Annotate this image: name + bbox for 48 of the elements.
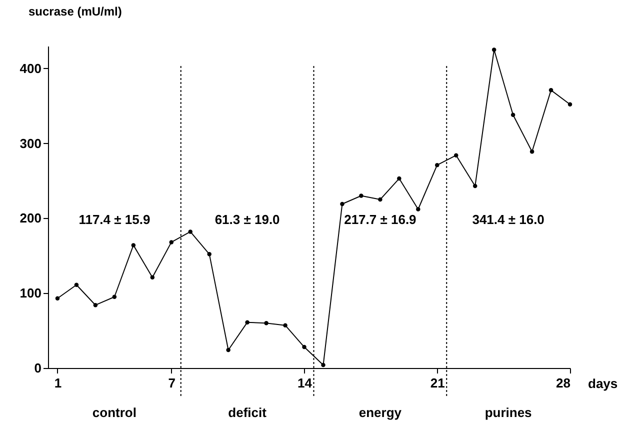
point <box>472 184 478 188</box>
x-tick-label: 7 <box>168 376 176 390</box>
x-tick-label: 21 <box>430 376 445 390</box>
text: control <box>92 405 136 420</box>
point <box>226 348 230 352</box>
x-axis-title: days <box>588 376 618 391</box>
point <box>264 320 268 326</box>
point <box>340 202 344 206</box>
y-tick-label: 300 <box>20 136 42 151</box>
point <box>74 282 79 287</box>
point <box>131 243 136 248</box>
y-tick-label: 100 <box>20 286 42 301</box>
annotation: 117.4 ± 15.9 <box>78 212 150 227</box>
point <box>416 207 420 212</box>
point <box>245 320 250 324</box>
point <box>112 294 117 299</box>
point <box>359 194 364 198</box>
point <box>568 102 572 107</box>
text: deficit <box>228 405 268 420</box>
y-tick-label: 200 <box>20 210 42 226</box>
y-axis-title: sucrase (mU/ml) <box>28 4 122 18</box>
point <box>435 162 440 168</box>
point <box>283 323 288 328</box>
point <box>530 149 534 154</box>
point <box>510 112 516 118</box>
point <box>188 230 192 234</box>
point <box>302 344 306 350</box>
text: energy <box>358 405 402 420</box>
x-tick-label: 1 <box>54 376 62 390</box>
point <box>150 275 155 280</box>
x-tick-label: 14 <box>298 376 313 390</box>
point <box>321 362 326 368</box>
text: purines <box>484 405 532 420</box>
point <box>454 153 458 158</box>
point <box>548 88 554 92</box>
annotation: 61.3 ± 19.0 <box>214 212 280 227</box>
x-tick-label: 28 <box>556 376 570 390</box>
point <box>169 240 174 244</box>
point <box>492 48 496 52</box>
point <box>93 302 98 308</box>
point <box>397 176 402 181</box>
point <box>207 252 212 256</box>
point <box>378 197 382 202</box>
y-tick-label: 0 <box>34 360 42 376</box>
y-tick-label: 400 <box>20 60 42 76</box>
point <box>55 296 60 300</box>
annotation: 341.4 ± 16.0 <box>472 212 544 227</box>
annotation: 217.7 ± 16.9 <box>344 212 416 227</box>
